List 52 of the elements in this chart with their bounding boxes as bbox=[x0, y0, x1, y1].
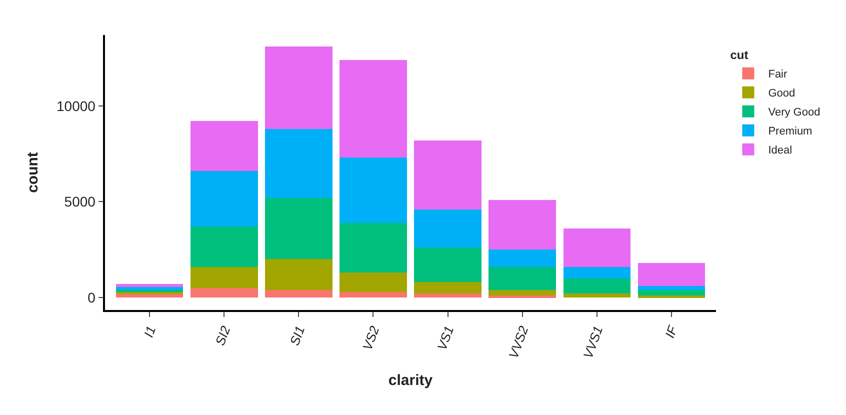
x-tick-label: VS2 bbox=[360, 323, 382, 352]
bar bbox=[414, 294, 482, 298]
bar bbox=[265, 259, 332, 290]
x-tick-label: IF bbox=[662, 322, 681, 340]
bar bbox=[488, 200, 556, 250]
bar bbox=[340, 60, 407, 158]
bar bbox=[563, 228, 630, 267]
y-axis-title: count bbox=[24, 152, 42, 193]
x-tick-label: SI1 bbox=[286, 324, 308, 348]
legend-label: Very Good bbox=[768, 106, 820, 119]
bar bbox=[638, 263, 705, 286]
x-tick-label: VVS1 bbox=[580, 324, 606, 360]
x-tick-label: SI2 bbox=[212, 323, 234, 348]
bar bbox=[265, 290, 332, 298]
bar bbox=[190, 266, 258, 288]
y-tick-label: 5000 bbox=[64, 194, 96, 210]
bar bbox=[488, 266, 556, 290]
bar bbox=[638, 290, 705, 296]
bar bbox=[265, 128, 332, 198]
bar bbox=[116, 294, 184, 298]
bar bbox=[563, 266, 630, 278]
bar bbox=[340, 222, 407, 273]
x-axis-title: clarity bbox=[388, 372, 434, 389]
bar bbox=[190, 121, 258, 172]
bar bbox=[116, 284, 184, 287]
bar bbox=[340, 292, 407, 298]
bar bbox=[340, 158, 407, 223]
legend-title: cut bbox=[730, 48, 748, 62]
y-tick-label: 10000 bbox=[56, 98, 96, 114]
bar bbox=[265, 198, 332, 260]
legend-label: Premium bbox=[768, 126, 812, 138]
bar bbox=[563, 294, 630, 298]
bar bbox=[414, 209, 482, 248]
legend-label: Good bbox=[768, 88, 796, 100]
bar bbox=[414, 282, 482, 294]
bar bbox=[190, 171, 258, 227]
x-tick-label: VS1 bbox=[434, 324, 457, 352]
legend-label: Ideal bbox=[768, 144, 792, 157]
bar bbox=[638, 286, 705, 290]
bar bbox=[414, 248, 482, 282]
bar bbox=[563, 278, 630, 294]
y-tick-label: 0 bbox=[88, 289, 96, 306]
bar bbox=[488, 250, 556, 267]
bar bbox=[488, 290, 556, 296]
bar bbox=[340, 272, 407, 292]
legend-label: Fair bbox=[768, 68, 788, 81]
x-tick-label: VVS2 bbox=[506, 323, 532, 360]
bar bbox=[190, 226, 258, 267]
bar bbox=[414, 140, 482, 210]
x-tick-label: I1 bbox=[140, 324, 159, 340]
bar bbox=[265, 46, 332, 129]
bar bbox=[190, 288, 258, 298]
